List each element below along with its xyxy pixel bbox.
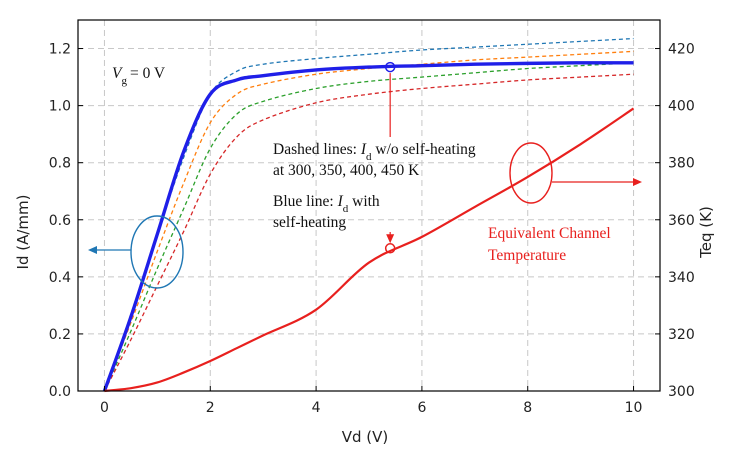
y-left-tick-label-4: 0.8 (49, 156, 71, 172)
right-axis-arrow-head (633, 178, 642, 186)
vg-annotation: Vg = 0 V (112, 65, 166, 87)
y-left-axis-label: Id (A/mm) (14, 195, 32, 270)
equivalent-channel-annotation: Equivalent Channel (488, 225, 611, 242)
id-dashed-line-2 (103, 62, 634, 392)
y-right-tick-label-4: 380 (668, 156, 695, 172)
y-left-tick-label-5: 1.0 (49, 99, 71, 115)
left-axis-callout-ellipse (130, 215, 184, 289)
id-dashed-line-3 (103, 73, 634, 392)
y-left-tick-label-1: 0.2 (49, 327, 71, 343)
series-layer (102, 37, 635, 393)
y-right-tick-label-0: 300 (668, 384, 695, 400)
left-axis-arrow-head (88, 246, 97, 254)
x-tick-label-2: 4 (312, 400, 321, 416)
x-tick-label-5: 10 (625, 400, 643, 416)
y-right-axis-label: Teq (K) (697, 206, 715, 259)
ticks: 0 2 4 6 8 10 0.0 0.2 0.4 0.6 0.8 1.0 1.2 300 320 340 360… (49, 42, 695, 416)
y-right-tick-label-1: 320 (668, 327, 695, 343)
markers (384, 61, 396, 254)
y-left-tick-label-6: 1.2 (49, 42, 71, 58)
temperature-annotation: Temperature (488, 247, 566, 264)
y-left-tick-label-3: 0.6 (49, 213, 71, 229)
blue-line-annotation: Blue line: Id with (273, 193, 380, 215)
x-tick-label-0: 0 (100, 400, 109, 416)
x-axis-label: Vd (V) (342, 428, 389, 446)
y-right-tick-label-6: 420 (668, 42, 695, 58)
marker-circle-1 (384, 243, 396, 254)
right-axis-callout-ellipse (509, 142, 553, 204)
red-marker-arrow-head (386, 234, 395, 244)
y-right-tick-label-3: 360 (668, 213, 695, 229)
y-left-tick-label-0: 0.0 (49, 384, 71, 400)
x-tick-label-3: 6 (417, 400, 426, 416)
dashed-lines-annotation: Dashed lines: Id w/o self-heating (273, 141, 476, 163)
x-tick-label-4: 8 (523, 400, 532, 416)
dashed-lines-annotation-line2: at 300, 350, 400, 450 K (273, 162, 420, 179)
y-left-tick-label-2: 0.4 (49, 270, 71, 286)
plot-frame (77, 19, 661, 392)
blue-line-annotation-line2: self-heating (273, 214, 346, 231)
x-tick-label-1: 2 (206, 400, 215, 416)
id-dashed-line-0 (103, 37, 634, 392)
teq-line (104, 107, 635, 393)
callouts (88, 73, 642, 289)
id-self-heating-line (102, 61, 634, 392)
y-right-tick-label-2: 340 (668, 270, 695, 286)
marker-circle-0 (384, 61, 396, 73)
y-right-tick-label-5: 400 (668, 99, 695, 115)
id-dashed-line-1 (103, 50, 634, 392)
